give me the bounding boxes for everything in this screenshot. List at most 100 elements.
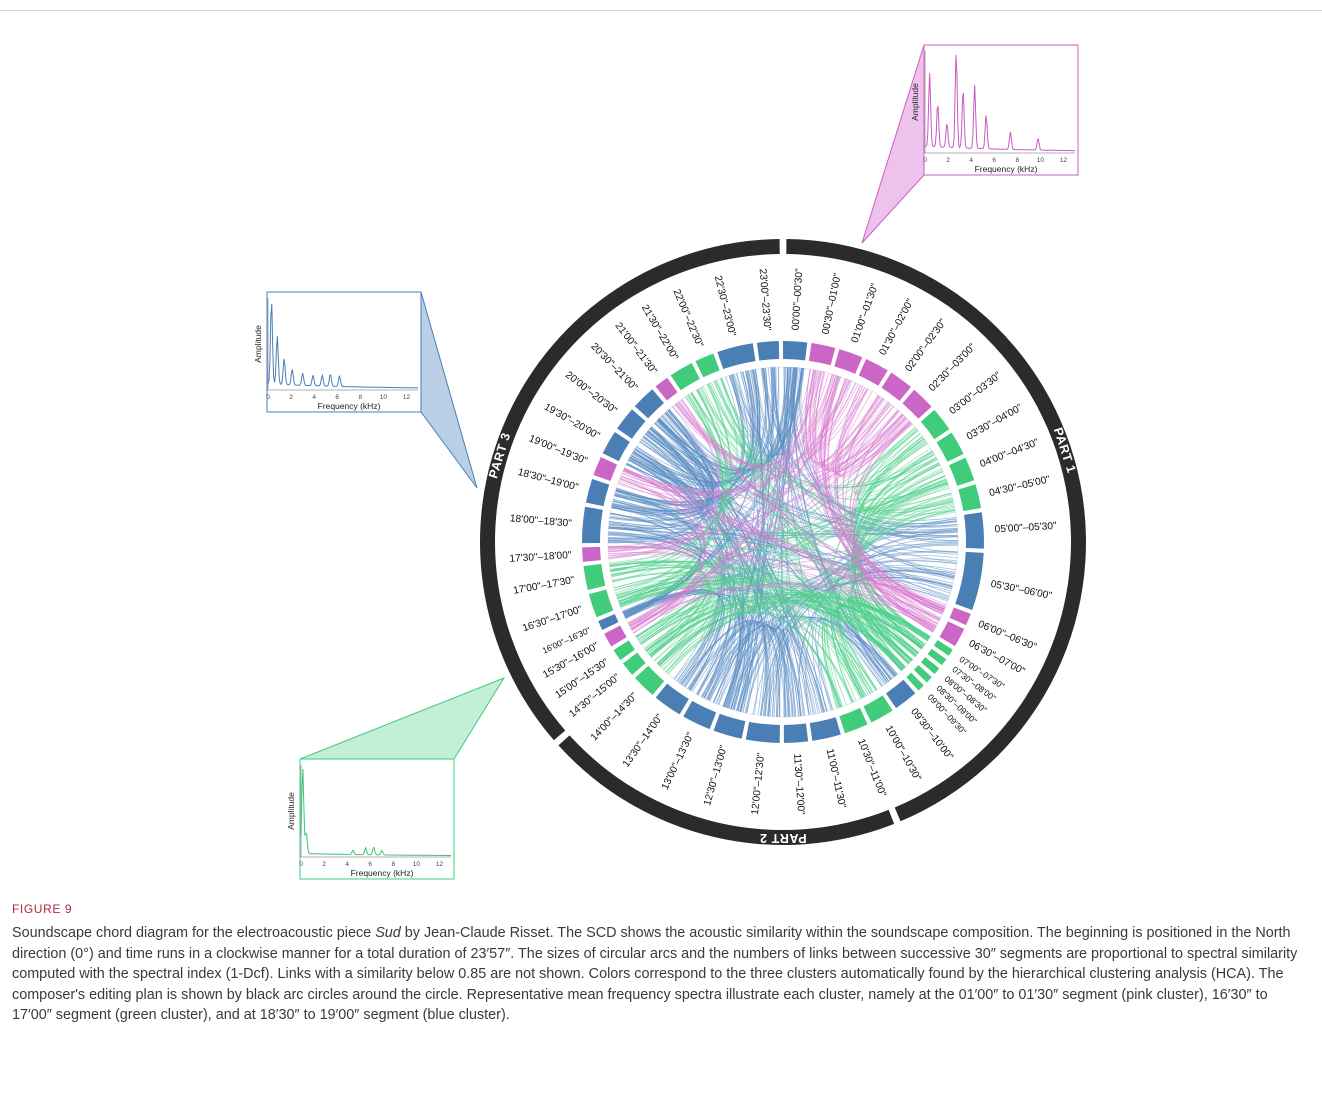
- chord-link: [865, 482, 952, 516]
- chord-link: [628, 401, 888, 625]
- chord-link: [629, 583, 938, 627]
- segment-arc-39: [602, 432, 630, 462]
- chord-link: [649, 428, 883, 687]
- chord-link: [608, 416, 906, 550]
- segment-arc-16: [921, 657, 940, 675]
- chord-link: [608, 409, 899, 557]
- segment-arc-38: [593, 457, 618, 482]
- chord-link: [813, 372, 900, 469]
- chord-link: [618, 584, 873, 693]
- chord-link: [625, 369, 759, 619]
- chord-link: [640, 443, 928, 644]
- segment-label-26: 13'00"–13'30": [660, 731, 697, 792]
- inset-box: [266, 291, 422, 413]
- chord-link: [720, 378, 916, 658]
- chord-link: [854, 422, 947, 605]
- spectrum-insets: 0 2 4 6 8 10 12 Frequency (kHz) Amplitude 0 2 4 6 8 10…: [253, 44, 1079, 880]
- inset-tick-label: 8: [358, 394, 362, 401]
- caption-part1: Soundscape chord diagram for the electro…: [12, 925, 376, 941]
- segment-label-2: 01'00"–01'30": [850, 282, 881, 345]
- segment-arc-46: [756, 341, 780, 361]
- segment-arc-7: [936, 432, 964, 462]
- chord-link: [608, 370, 821, 558]
- inset-tick-label: 0: [923, 157, 927, 164]
- segment-label-45: 22'30"–23'00": [712, 275, 738, 338]
- chord-link: [649, 463, 940, 656]
- chord-link: [742, 371, 959, 544]
- spectrum-curve: [925, 54, 1075, 152]
- chord-link: [644, 464, 941, 650]
- part-label-3: PART 3: [486, 431, 513, 480]
- segment-arc-44: [695, 353, 720, 378]
- segment-arc-32: [598, 614, 619, 630]
- segment-arc-26: [683, 700, 717, 730]
- segment-arc-14: [933, 640, 953, 656]
- chord-link: [618, 578, 928, 641]
- chord-link: [744, 520, 957, 713]
- chord-link: [681, 399, 934, 633]
- inset-tick-label: 6: [992, 157, 996, 164]
- segment-arc-42: [655, 377, 678, 401]
- chord-link: [836, 387, 945, 610]
- inset-tick-label: 4: [312, 394, 316, 401]
- chord-link: [746, 367, 796, 714]
- chord-link: [846, 433, 921, 670]
- chord-diagram-figure: 00'00"–00'30" 00'30"–01'00" 01'00"–01'30"0…: [253, 44, 1086, 880]
- chord-link: [608, 546, 943, 615]
- segment-arc-5: [902, 389, 932, 419]
- segment-arc-28: [634, 665, 665, 695]
- inset-xlabel: Frequency (kHz): [975, 164, 1038, 174]
- segment-label-35: 17'30"–18'00": [509, 550, 572, 565]
- segment-arc-13: [939, 621, 965, 647]
- chord-link: [636, 446, 802, 717]
- segment-arc-0: [783, 341, 808, 361]
- inset-tick-label: 2: [322, 861, 326, 868]
- chord-link: [623, 468, 706, 630]
- segment-arc-15: [927, 648, 947, 666]
- inset-ylabel: Amplitude: [253, 325, 263, 363]
- chord-link: [696, 621, 754, 711]
- spectrum-inset-green: 0 2 4 6 8 10 12 Frequency (kHz) Amplitude: [286, 676, 506, 880]
- segment-arc-4: [881, 372, 911, 401]
- chord-link: [823, 442, 928, 708]
- chord-link: [760, 529, 958, 716]
- segment-arc-36: [581, 506, 603, 544]
- chord-link: [642, 436, 824, 713]
- chord-link: [663, 599, 923, 671]
- chord-link: [609, 482, 948, 564]
- segment-label-25: 12'30"–13'00": [702, 744, 730, 807]
- chord-link: [620, 476, 706, 634]
- chord-link: [639, 601, 877, 691]
- chord-link: [674, 372, 829, 467]
- inset-box: [923, 44, 1079, 176]
- caption-block: FIGURE 9 Soundscape chord diagram for th…: [12, 902, 1308, 1026]
- segment-label-37: 18'30"–19'00": [516, 467, 579, 494]
- segment-arc-24: [745, 721, 780, 743]
- chord-link: [667, 409, 819, 714]
- inset-xlabel: Frequency (kHz): [351, 868, 414, 878]
- segment-label-20: 10'00"–10'30": [883, 724, 923, 784]
- segment-label-9: 04'30"–05'00": [988, 474, 1051, 499]
- chord-link: [633, 374, 835, 634]
- inset-ylabel: Amplitude: [286, 792, 296, 830]
- chord-link: [649, 601, 720, 670]
- inset-tick-label: 4: [345, 861, 349, 868]
- chord-link: [631, 370, 817, 631]
- chord-link: [608, 369, 815, 548]
- segment-arc-25: [713, 713, 746, 739]
- segment-label-34: 17'00"–17'30": [512, 575, 575, 597]
- inset-xlabel: Frequency (kHz): [318, 401, 381, 411]
- chord-link: [720, 378, 956, 516]
- segment-label-4: 02'00"–02'30": [904, 317, 950, 374]
- caption-title: Sud: [375, 925, 401, 941]
- segment-arc-10: [963, 512, 985, 549]
- spectrum-curve: [300, 768, 451, 856]
- chord-link: [609, 560, 911, 663]
- segment-label-6: 03'00"–03'30": [948, 370, 1004, 417]
- segment-label-44: 22'00"–22'30": [670, 288, 705, 350]
- chord-link: [623, 592, 746, 711]
- inset-box: [299, 758, 455, 880]
- chord-link: [690, 392, 937, 489]
- chord-link: [641, 438, 768, 717]
- segment-arc-3: [858, 359, 888, 386]
